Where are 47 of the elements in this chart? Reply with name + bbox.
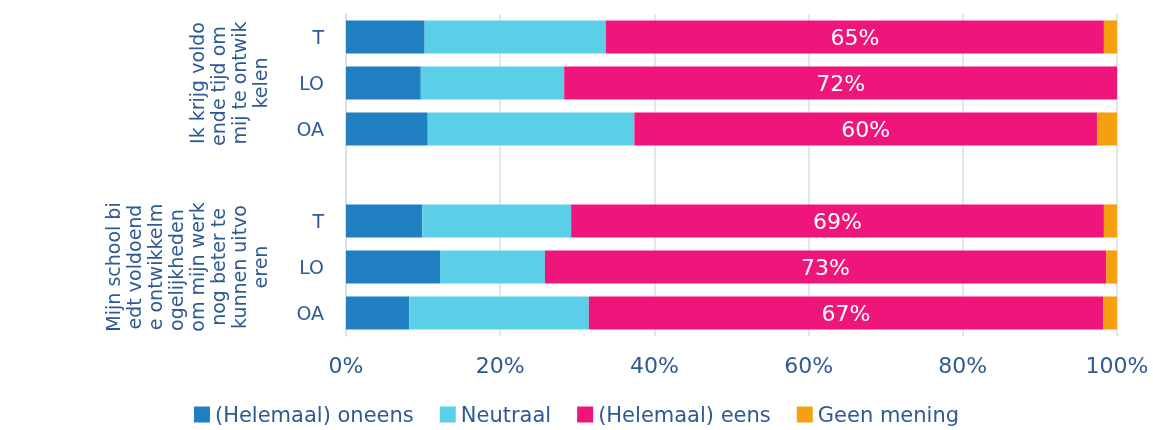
bar	[409, 296, 589, 330]
legend-label: (Helemaal) oneens	[214, 402, 414, 427]
bar	[588, 296, 1104, 330]
y-tick-label: OA	[296, 118, 324, 140]
data-label: 73%	[801, 254, 851, 280]
y-tick-label: OA	[296, 302, 324, 324]
y-tick-label: LO	[299, 256, 324, 278]
x-tick-label: 20%	[475, 352, 525, 378]
x-tick-label: 40%	[629, 352, 679, 378]
bar	[1103, 296, 1117, 330]
bar	[1103, 204, 1117, 238]
x-tick-label: 100%	[1085, 352, 1149, 378]
bar	[1106, 250, 1117, 284]
bar	[544, 250, 1107, 284]
bar	[634, 112, 1097, 146]
data-label: 69%	[813, 208, 862, 234]
bar	[564, 66, 1117, 100]
y-tick-label: T	[311, 26, 325, 48]
legend-label: (Helemaal) eens	[598, 402, 771, 427]
y-tick-label: T	[311, 210, 325, 232]
x-tick-label: 0%	[328, 352, 364, 378]
bar	[427, 112, 635, 146]
bar	[420, 66, 565, 100]
legend-label: Geen mening	[817, 402, 960, 427]
text: Mijn school biedt voldoende ontwikkelmogelijkheden om mijn werk nog beter te kunnen uitvoeren	[101, 202, 271, 332]
bar	[346, 66, 421, 100]
bar	[1096, 112, 1117, 146]
legend-label: Neutraal	[460, 402, 552, 427]
data-label: 72%	[816, 70, 866, 96]
x-tick-label: 80%	[938, 352, 988, 378]
bar	[346, 204, 423, 238]
bar	[440, 250, 545, 284]
bar	[346, 20, 425, 54]
data-label: 67%	[821, 300, 871, 326]
bar	[346, 112, 428, 146]
x-tick-label: 60%	[784, 352, 834, 378]
bar	[605, 20, 1104, 54]
bar	[346, 296, 410, 330]
bar	[571, 204, 1104, 238]
bar	[1103, 20, 1117, 54]
data-label: 60%	[841, 116, 891, 142]
data-label: 65%	[830, 24, 880, 50]
y-tick-label: LO	[299, 72, 324, 94]
bar	[346, 250, 441, 284]
text: Ik krijg voldoende tijd om mij te ontwikkelen	[185, 20, 271, 146]
bar	[424, 20, 606, 54]
bar	[422, 204, 572, 238]
